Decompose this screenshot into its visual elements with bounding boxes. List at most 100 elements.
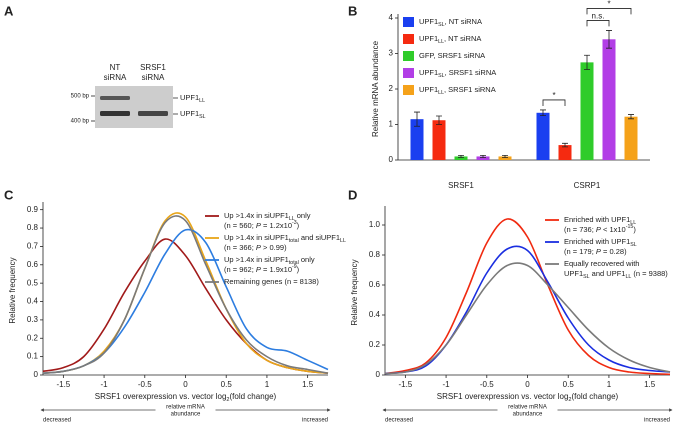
x-tick-label: 0 [525,380,530,389]
legend-swatch [403,51,414,61]
x-tick-label: 1.5 [302,380,314,389]
y-axis-label: Relative frequency [8,257,17,323]
y-tick-label: 0.4 [369,310,381,319]
x-tick-label: -0.5 [480,380,494,389]
significance-label: n.s. [592,12,605,21]
text-span: SL [630,242,637,248]
text-span: SRSF1 overexpression vs. vector log [95,392,227,401]
y-tick-label: 0.2 [369,340,381,349]
text-span: UPF1 [564,269,583,278]
y-tick-label: 2 [389,84,394,93]
text-span: UPF1 [419,68,438,77]
text-span: LL [340,238,346,244]
band-label: UPF1LL [180,93,205,104]
text-span: and UPF1 [590,269,626,278]
legend-label: UPF1LL, SRSF1 siRNA [419,85,496,96]
legend-label: (n = 962; P = 1.9x10-9) [224,264,300,274]
panel-label: C [4,187,14,202]
significance-bracket [586,8,632,15]
error-bar [436,115,442,125]
panel-label: D [348,187,357,202]
bar [602,39,616,160]
legend-label: (n = 179; P = 0.28) [564,247,627,256]
text-span: UPF1 [419,17,438,26]
text-span: SL [199,114,206,120]
text-span: P [256,221,261,230]
x-tick-label: -1.5 [56,380,70,389]
x-tick-label: -1 [101,380,109,389]
x-tick-label: -1 [443,380,451,389]
text-span: (n = 366; [224,243,256,252]
density-line [384,218,671,376]
legend-label: Up >1.4x in siUPF1LL only [224,211,311,222]
x-tick-label: 0 [183,380,188,389]
bar [498,156,512,160]
error-bar [584,54,590,70]
error-bar [458,154,464,158]
text-span: only [295,211,311,220]
error-bar [414,111,420,127]
direction-label: increased [644,418,670,424]
error-bar [628,114,634,120]
text-span: UPF1 [419,85,438,94]
y-tick-label: 3 [389,49,394,58]
direction-label: abundance [513,412,543,418]
density-line [42,215,329,374]
gel-background [95,86,173,128]
text-span: = 0.28) [601,247,627,256]
text-span: LL [438,39,444,45]
legend-swatch [403,85,414,95]
text-span: P [596,247,601,256]
text-span: (n = 736; [564,225,596,234]
error-bar [540,109,546,117]
lane-label: NT [110,63,121,72]
text-span: , NT siRNA [445,17,482,26]
text-span: total [289,260,299,266]
legend-label: Enriched with UPF1LL [564,215,636,226]
legend-label: UPF1SL, SRSF1 siRNA [419,68,496,79]
x-tick-label: 0.5 [221,380,233,389]
text-span: 2 [568,397,571,403]
band-label: UPF1SL [180,109,206,120]
panel-label: B [348,3,357,18]
text-span: , SRSF1 siRNA [444,85,496,94]
text-span: LL [199,98,205,104]
error-bar [502,154,508,158]
text-span: (n = 962; [224,265,256,274]
x-tick-label: SRSF1 [448,181,474,190]
text-span: P [256,243,261,252]
bar [536,112,550,160]
x-tick-label: 0.5 [563,380,575,389]
text-span: UPF1 [419,34,438,43]
text-span: Remaining genes (n = 8138) [224,277,319,286]
marker-label: 500 bp [71,94,90,100]
legend-label: (n = 366; P > 0.99) [224,243,287,252]
bar [558,145,572,160]
text-span: ) [297,221,300,230]
density-line [384,245,671,375]
y-tick-label: 0.8 [369,250,381,259]
text-span: = 1.2x10 [261,221,292,230]
legend-label: UPF1SL and UPF1LL (n = 9388) [564,269,668,280]
gel-band [100,111,130,116]
text-span: 2 [226,397,229,403]
lane-label: SRSF1 [140,63,166,72]
text-span: Up >1.4x in siUPF1 [224,233,289,242]
text-span: ) [633,225,636,234]
legend-label: Equally recovered with [564,259,639,268]
text-span: P [596,225,601,234]
text-span: ) [297,265,300,274]
text-span: UPF1 [180,93,199,102]
text-span: UPF1 [180,109,199,118]
legend-swatch [403,34,414,44]
y-tick-label: 0 [376,370,381,379]
lane-label: siRNA [104,73,127,82]
text-span: -3 [292,220,297,226]
direction-label: relative mRNA [508,405,547,411]
direction-label: abundance [171,412,201,418]
text-span: (n = 9388) [631,269,668,278]
y-tick-label: 0 [389,155,394,164]
text-span: (fold change) [572,392,619,401]
text-span: LL [630,220,636,226]
y-tick-label: 0.9 [27,205,39,214]
